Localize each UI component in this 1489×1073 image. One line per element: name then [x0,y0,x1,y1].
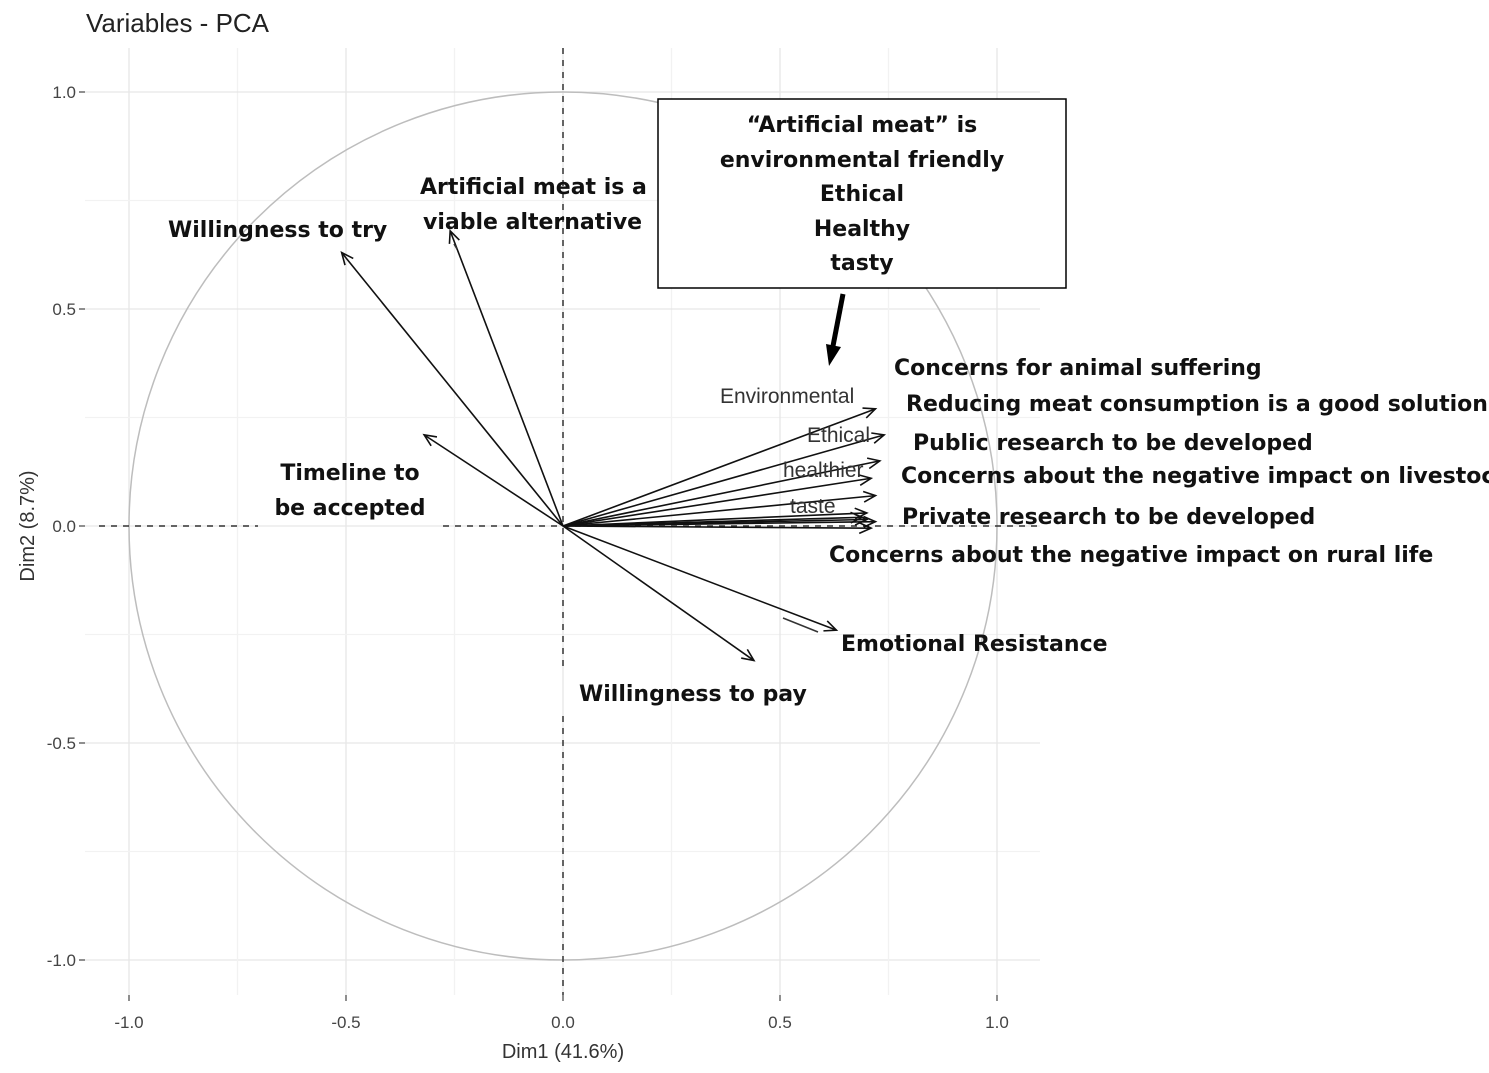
vector-emotional-resistance [562,525,837,631]
annotation-rural-life: Concerns about the negative impact on ru… [829,543,1433,568]
callout-line-3: Ethical [820,182,904,207]
annotation-emotional-resistance: Emotional Resistance [841,632,1108,657]
annotation-public-research: Public research to be developed [913,431,1313,456]
vector-arrowhead-taste [862,490,878,503]
annotation-willingness-to-pay: Willingness to pay [579,682,807,707]
annotation-viable-alternative-line2: viable alternative [423,210,642,235]
axis-ticks: -1.0 -0.5 0.0 0.5 1.0 1.0 0.5 0.0 -0.5 -1.0 [47,83,1009,1032]
zero-lines [99,48,1040,995]
callout-box: “Artificial meat” is environmental frien… [657,98,1067,289]
connector-lines [453,243,819,633]
vector-arrowhead-private-research-to-be-developed [858,522,874,535]
vector-artificial-meat-is-a-viable-alternative [449,230,564,527]
y-axis-title: Dim2 (8.7%) [17,470,39,581]
vector-arrowhead-willingness-to-try [340,251,354,266]
vector-willingness-to-pay [562,525,755,662]
vector-taste [562,494,876,527]
annotation-timeline-line1: Timeline to [280,461,419,486]
y-tick-label: -1.0 [47,951,76,970]
vector-ethical [562,434,885,527]
vector-arrowhead-concerns-for-animal-suffering [858,474,874,486]
label-ethical: Ethical [807,424,870,447]
annotation-willingness-to-try: Willingness to try [168,218,387,243]
annotation-reducing-meat: Reducing meat consumption is a good solu… [906,392,1488,417]
annotation-animal-suffering: Concerns for animal suffering [894,356,1262,381]
vector-arrowhead-artificial-meat-is-a-viable-alternative [448,229,460,244]
vector-private-research-to-be-developed [562,525,872,529]
label-taste: taste [790,495,836,518]
vector-concerns-about-the-negative-impact-on-rural-life [562,518,867,527]
vector-arrowhead-ethical [871,432,887,444]
chart-title: Variables - PCA [86,8,270,38]
callout-line-1: “Artificial meat” is [747,113,977,138]
vector-willingness-to-try [341,252,564,527]
annotation-livestock: Concerns about the negative impact on li… [901,464,1489,489]
y-tick-label: 0.0 [52,517,76,536]
vector-concerns-for-animal-suffering [562,477,872,527]
y-tick-label: -0.5 [47,734,76,753]
vector-timeline-to-be-accepted [423,434,564,527]
vector-environmental [562,408,876,527]
callout-arrow [826,293,846,366]
vector-healthier [562,460,880,527]
label-environmental: Environmental [720,385,854,408]
y-tick-label: 1.0 [52,83,76,102]
variable-vectors [340,229,887,662]
vector-arrowhead-emotional-resistance [823,620,839,632]
callout-line-5: tasty [830,251,893,276]
callout-line-4: Healthy [814,217,910,242]
x-tick-label: -0.5 [331,1013,360,1032]
vector-arrowhead-environmental [862,407,878,419]
vector-arrowhead-healthier [866,457,882,470]
annotation-viable-alternative-line1: Artificial meat is a [420,175,647,200]
x-tick-label: 0.5 [768,1013,792,1032]
x-tick-label: -1.0 [114,1013,143,1032]
x-axis-title: Dim1 (41.6%) [502,1041,624,1063]
label-healthier: healthier [783,459,864,482]
callout-line-2: environmental friendly [720,148,1004,173]
x-tick-label: 0.0 [551,1013,575,1032]
vector-arrowhead-concerns-about-the-negative-impact-on-livestock [863,515,878,528]
annotation-private-research: Private research to be developed [902,505,1315,530]
vector-arrowhead-willingness-to-pay [741,648,756,662]
y-tick-label: 0.5 [52,300,76,319]
annotation-timeline-line2: be accepted [274,496,425,521]
x-tick-label: 1.0 [985,1013,1009,1032]
vector-arrowhead-concerns-about-the-negative-impact-on-rural-life [854,513,869,526]
vector-arrowhead-timeline-to-be-accepted [422,433,438,447]
